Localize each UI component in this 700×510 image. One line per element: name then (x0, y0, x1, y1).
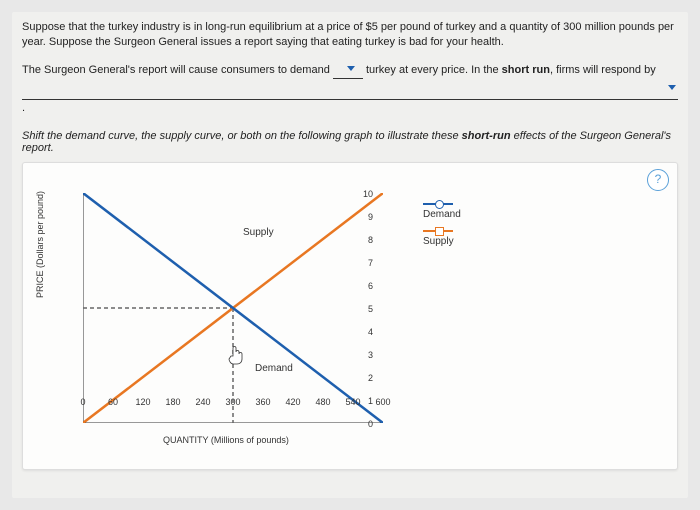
ytick: 0 (353, 419, 373, 429)
y-axis-label: PRICE (Dollars per pound) (35, 191, 45, 298)
circle-marker-icon (435, 200, 444, 209)
chart-area[interactable]: Supply Demand (83, 193, 383, 423)
x-axis-label: QUANTITY (Millions of pounds) (163, 435, 289, 445)
question-prompt: Suppose that the turkey industry is in l… (22, 20, 678, 51)
ytick: 9 (353, 212, 373, 222)
legend: Demand Supply (423, 203, 461, 249)
fill-mid: turkey at every price. In the (366, 64, 502, 76)
xtick: 60 (103, 397, 123, 407)
dropdown-response[interactable] (22, 81, 678, 100)
xtick: 180 (163, 397, 183, 407)
fill-sentence-1: The Surgeon General's report will cause … (22, 61, 678, 118)
xtick: 540 (343, 397, 363, 407)
dropdown-amount[interactable] (333, 61, 363, 80)
fill-post: , firms will respond by (550, 64, 656, 76)
supply-swatch (423, 230, 453, 232)
xtick: 420 (283, 397, 303, 407)
fill-pre: The Surgeon General's report will cause … (22, 64, 333, 76)
legend-supply-label: Supply (423, 236, 461, 247)
xtick: 600 (373, 397, 393, 407)
legend-demand-label: Demand (423, 209, 461, 220)
xtick: 0 (73, 397, 93, 407)
demand-swatch (423, 203, 453, 205)
ytick: 7 (353, 258, 373, 268)
ytick: 5 (353, 304, 373, 314)
xtick: 120 (133, 397, 153, 407)
xtick: 480 (313, 397, 333, 407)
xtick: 240 (193, 397, 213, 407)
ytick: 10 (353, 189, 373, 199)
demand-label: Demand (255, 363, 293, 374)
supply-label: Supply (243, 227, 274, 238)
xtick: 300 (223, 397, 243, 407)
chevron-down-icon (668, 85, 676, 90)
ytick: 3 (353, 350, 373, 360)
hand-cursor-icon (229, 346, 242, 364)
graph-instruction: Shift the demand curve, the supply curve… (22, 130, 678, 154)
help-button[interactable]: ? (647, 169, 669, 191)
legend-supply[interactable] (423, 230, 461, 232)
ytick: 4 (353, 327, 373, 337)
ytick: 6 (353, 281, 373, 291)
ytick: 8 (353, 235, 373, 245)
chevron-down-icon (347, 66, 355, 71)
xtick: 360 (253, 397, 273, 407)
square-marker-icon (435, 227, 444, 236)
legend-demand[interactable] (423, 203, 461, 205)
graph-panel: ? PRICE (Dollars per pound) QUANTITY (Mi… (22, 162, 678, 470)
chart-svg: Supply Demand (83, 193, 383, 423)
bold-short-run: short run (502, 64, 550, 76)
ytick: 2 (353, 373, 373, 383)
